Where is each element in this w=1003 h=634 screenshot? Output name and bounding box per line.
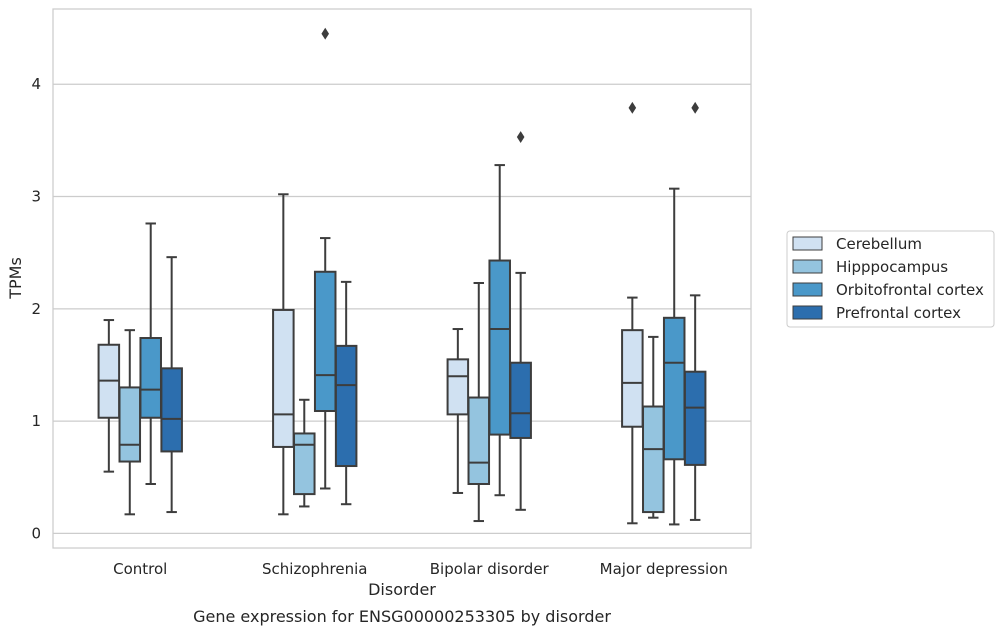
legend-entry: Cerebellum [836, 235, 922, 253]
x-tick-label: Major depression [600, 560, 728, 578]
y-axis-label: TPMs [6, 257, 25, 300]
box-0-3 [621, 101, 644, 525]
y-tick-label: 0 [31, 524, 41, 542]
y-tick-label: 1 [31, 412, 41, 430]
box-body [313, 270, 337, 413]
legend-swatch [792, 259, 823, 274]
figure-caption: Gene expression for ENSG00000253305 by d… [193, 607, 611, 626]
box-3-3 [683, 101, 707, 521]
box-body [662, 316, 686, 461]
outlier-point [691, 101, 699, 114]
box-body [118, 386, 142, 463]
outlier-point [628, 101, 637, 114]
x-tick-label: Bipolar disorder [430, 560, 550, 578]
legend: Cerebellum Hipppocampus Orbitofrontal cort… [786, 230, 995, 328]
box-2-1 [313, 27, 337, 490]
box-body [446, 358, 470, 416]
legend-frame [786, 230, 995, 328]
box-body [272, 308, 295, 448]
box-body [488, 259, 511, 436]
legend-entry: Hipppocampus [836, 258, 948, 276]
y-tick-label: 3 [31, 188, 41, 206]
y-tick-label: 4 [31, 75, 41, 93]
legend-entry: Orbitofrontal cortex [836, 281, 984, 299]
box-body [509, 361, 532, 439]
box-2-2 [488, 164, 511, 497]
box-2-0 [139, 222, 162, 485]
legend-swatch [792, 305, 823, 320]
box-body [467, 396, 491, 485]
x-tick-label: Control [113, 560, 167, 578]
y-axis-ticks: 0 1 2 3 4 [31, 75, 41, 542]
box-body [293, 432, 316, 496]
outlier-point [516, 131, 525, 143]
box-body [683, 370, 707, 466]
box-body [160, 367, 183, 453]
legend-swatch [792, 236, 823, 251]
box-3-1 [334, 280, 358, 506]
x-tick-label: Schizophrenia [262, 560, 367, 578]
box-0-2 [446, 328, 470, 494]
plot-area [97, 27, 707, 526]
legend-entry: Prefrontal cortex [836, 304, 961, 322]
x-axis-ticks: Control Schizophrenia Bipolar disorder Majo… [113, 560, 728, 578]
box-1-3 [642, 335, 665, 519]
legend-swatch [792, 282, 823, 297]
box-0-1 [272, 193, 295, 516]
y-tick-label: 2 [31, 300, 41, 318]
box-3-2 [509, 131, 532, 511]
box-3-0 [160, 256, 183, 514]
plot-frame [52, 8, 752, 549]
box-0-0 [97, 319, 121, 473]
box-body [642, 405, 665, 514]
box-2-3 [662, 187, 686, 526]
box-body [621, 329, 644, 428]
x-axis-label: Disorder [368, 580, 436, 599]
box-1-0 [118, 329, 142, 516]
outlier-point [321, 27, 330, 40]
box-1-2 [467, 281, 491, 523]
box-body [139, 337, 162, 419]
box-body [334, 344, 358, 468]
box-1-1 [293, 398, 316, 508]
